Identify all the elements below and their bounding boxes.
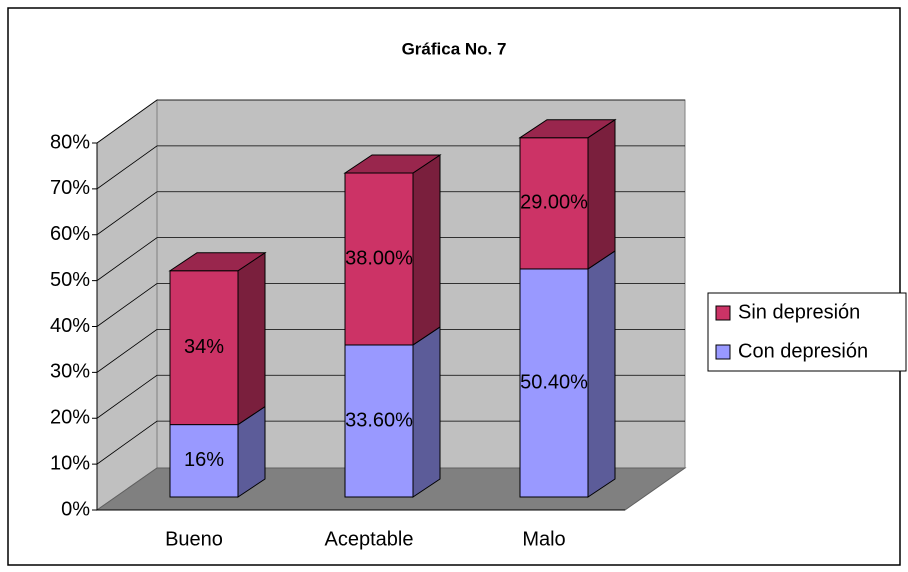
bar	[344, 344, 414, 498]
bar	[169, 424, 239, 498]
y-tick-label: 40%	[50, 315, 90, 337]
data-label: 34%	[184, 336, 224, 358]
bar-side	[587, 118, 616, 270]
bar-side	[237, 251, 266, 426]
x-tick-label: Malo	[522, 528, 565, 550]
y-tick-label: 70%	[50, 177, 90, 199]
grid-line	[96, 328, 685, 373]
grid-line	[96, 420, 685, 465]
data-label: 33.60%	[345, 409, 413, 431]
legend-label: Sin depresión	[738, 301, 860, 323]
y-tick-label: 10%	[50, 452, 90, 474]
data-label: 29.00%	[520, 192, 588, 214]
grid-line	[96, 99, 685, 144]
bar-top	[518, 119, 617, 139]
data-label: 16%	[184, 449, 224, 471]
data-label: 38.00%	[345, 247, 413, 269]
grid-line	[96, 191, 685, 236]
y-tick-label: 50%	[50, 269, 90, 291]
legend-swatch	[715, 305, 731, 321]
bar-top	[168, 252, 267, 272]
bar-top	[343, 154, 442, 174]
legend-box	[707, 292, 907, 372]
y-tick-label: 80%	[50, 131, 90, 153]
y-tick-label: 0%	[61, 498, 90, 520]
bar	[169, 270, 239, 426]
bar-side	[587, 250, 616, 498]
grid-line	[96, 237, 685, 281]
y-tick-label: 20%	[50, 407, 90, 429]
legend-swatch	[715, 344, 731, 360]
legend-label: Con depresión	[738, 340, 868, 362]
y-tick-label: 30%	[50, 361, 90, 383]
grid-line	[96, 374, 685, 419]
grid-line	[96, 145, 685, 190]
bar	[344, 172, 414, 346]
x-tick-label: Aceptable	[325, 528, 414, 550]
chart-title: Gráfica No. 7	[402, 39, 507, 58]
bar-side	[412, 326, 441, 498]
grid-line	[96, 283, 685, 327]
bar	[519, 268, 589, 498]
bar-side	[412, 154, 441, 346]
data-label: 50.40%	[520, 371, 588, 393]
x-tick-label: Bueno	[165, 528, 223, 550]
y-tick-label: 60%	[50, 223, 90, 245]
bar	[519, 137, 589, 270]
